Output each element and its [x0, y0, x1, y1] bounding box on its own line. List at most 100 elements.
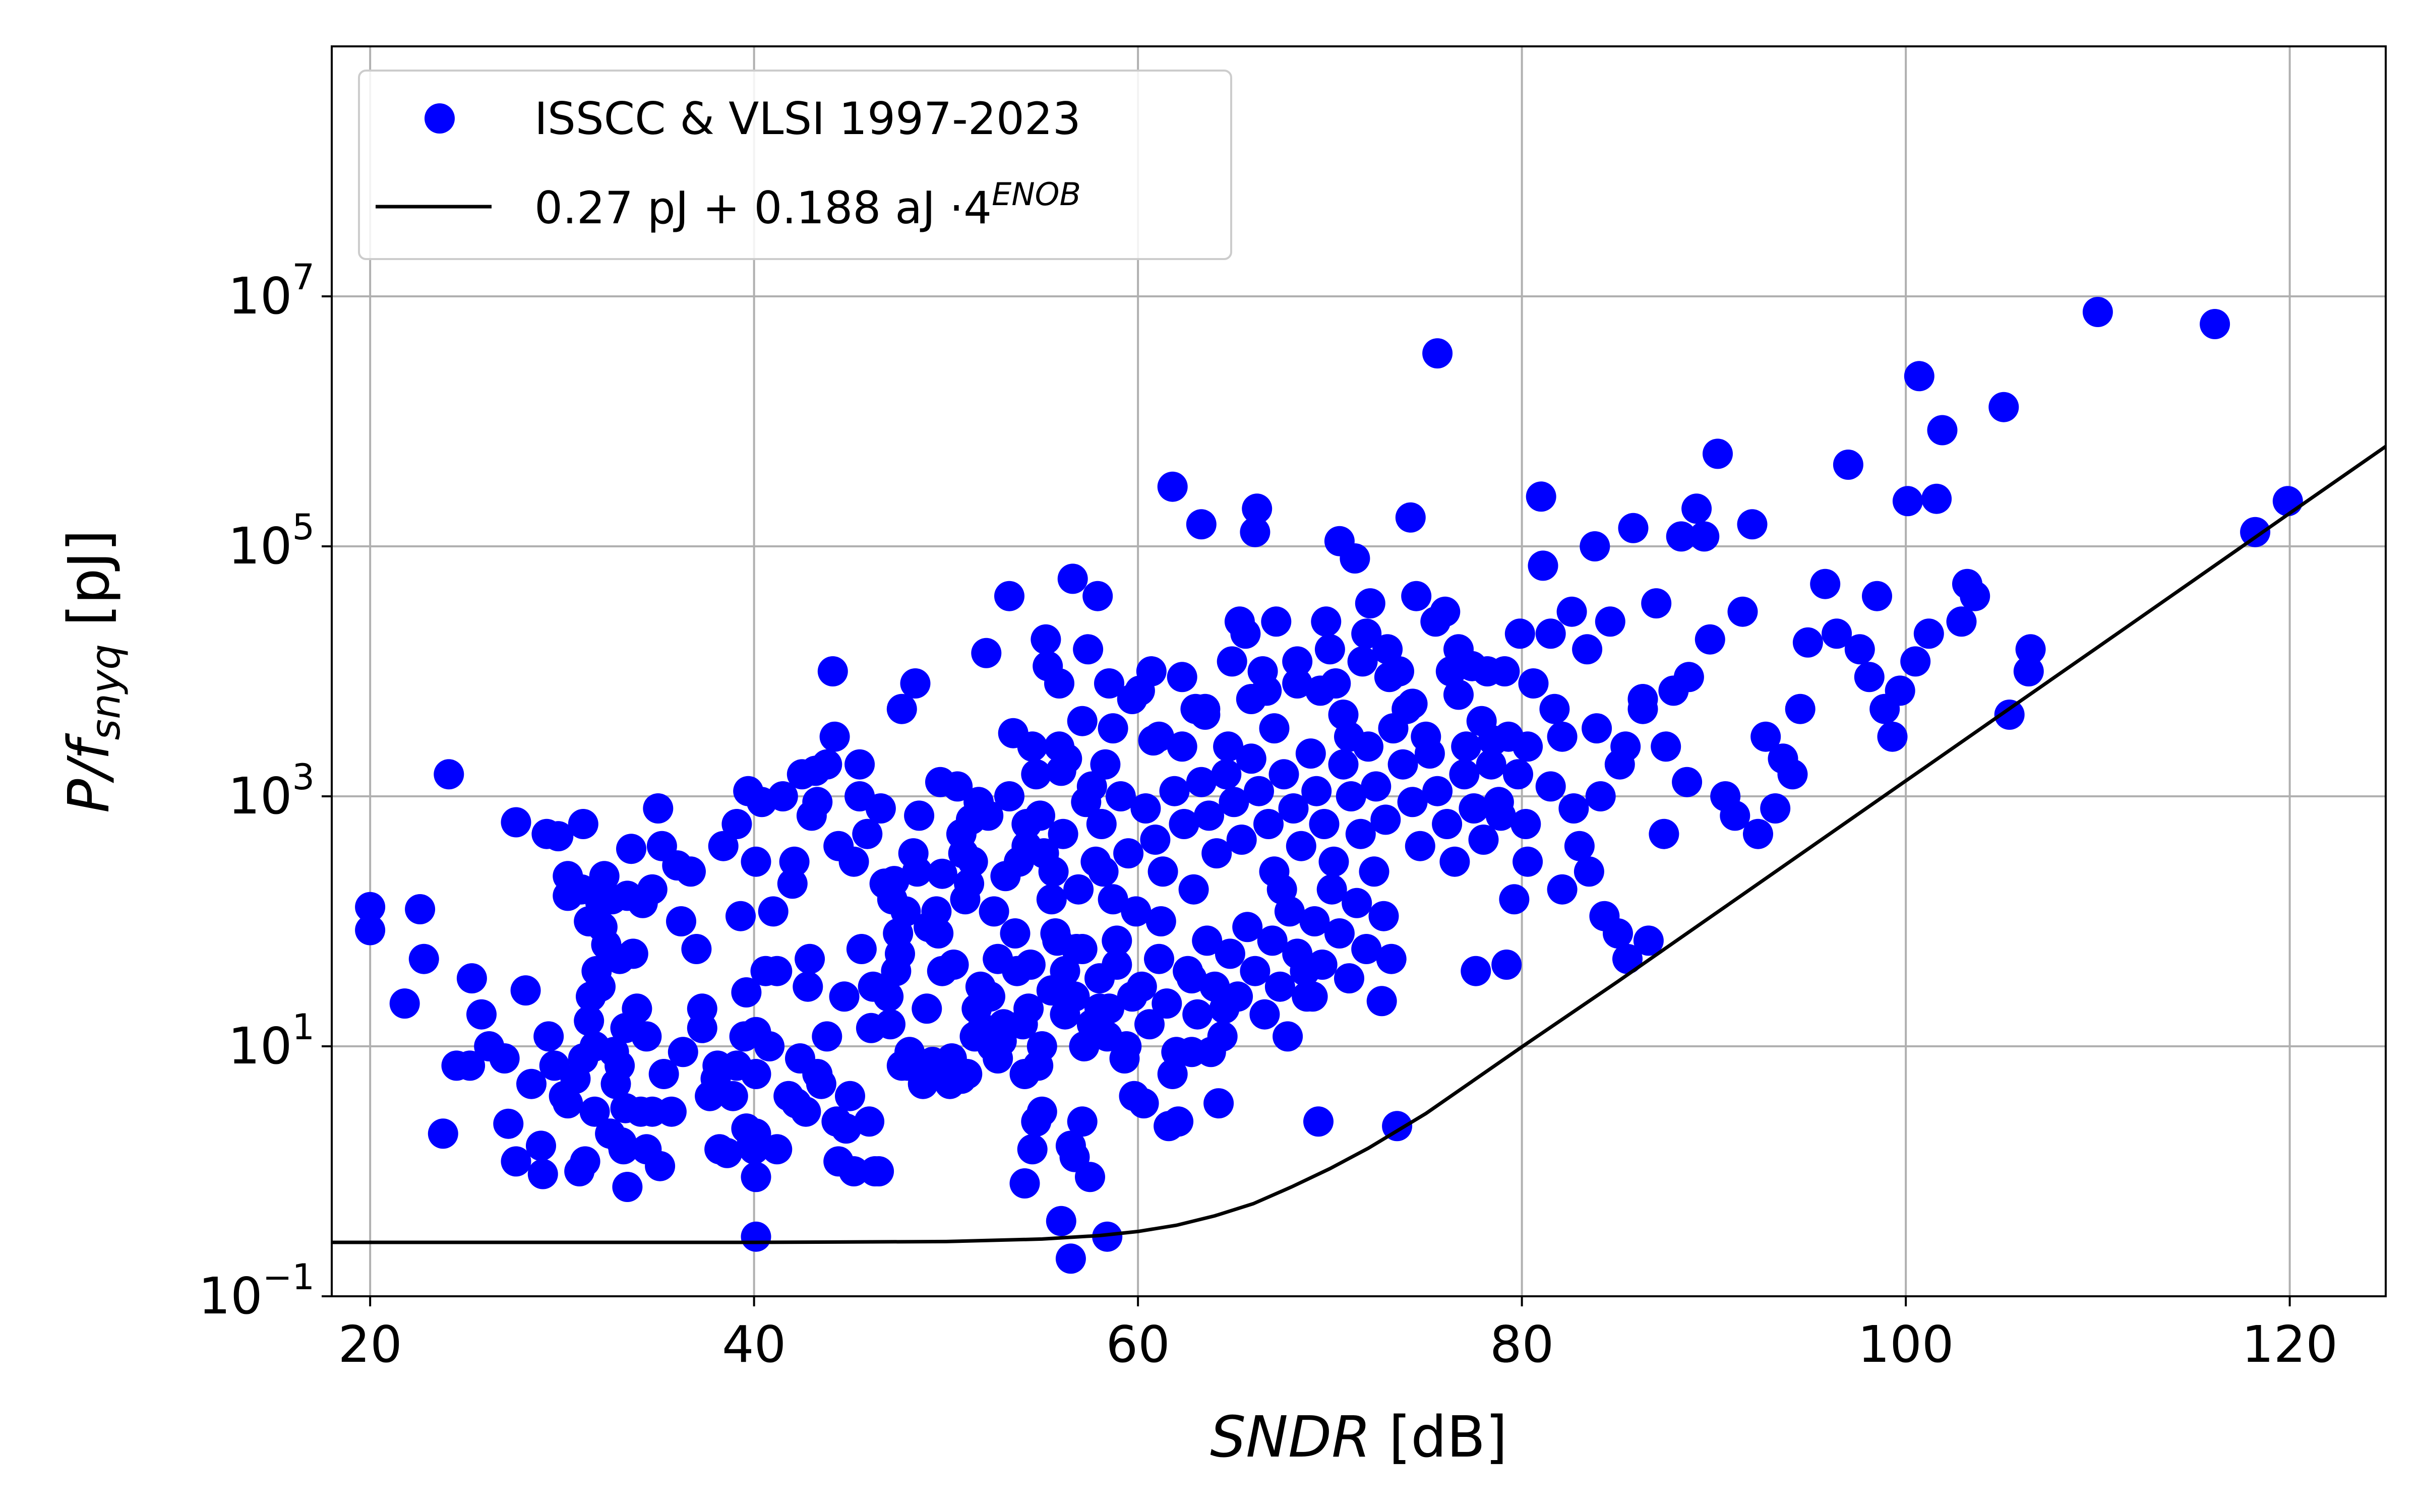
data-point — [1862, 581, 1892, 611]
data-point — [1073, 634, 1104, 665]
data-point — [900, 668, 931, 699]
data-point — [1163, 1106, 1194, 1137]
data-point — [1169, 809, 1199, 839]
data-point — [579, 1096, 610, 1127]
data-point — [1305, 675, 1336, 706]
data-point — [767, 781, 798, 811]
data-point — [886, 694, 917, 724]
data-point — [405, 894, 436, 924]
y-tick-label: 107 — [228, 257, 315, 326]
y-axis-ticks: 10−1 101 103 105 107 — [199, 257, 332, 1326]
data-point — [835, 1081, 865, 1111]
data-point — [1900, 646, 1931, 677]
data-point — [1535, 771, 1566, 802]
data-point — [1080, 846, 1111, 877]
data-point — [1268, 759, 1299, 790]
data-point — [741, 1221, 771, 1252]
data-point — [990, 861, 1021, 892]
data-point — [1211, 759, 1242, 790]
data-point — [729, 1021, 760, 1052]
data-point — [1582, 713, 1612, 744]
data-point — [1535, 618, 1566, 649]
data-point — [1921, 483, 1952, 514]
data-point — [1046, 1206, 1076, 1236]
data-point — [1071, 787, 1102, 817]
data-point — [1094, 668, 1124, 699]
y-axis-label-var: P/f — [56, 733, 122, 813]
data-point — [712, 1138, 743, 1168]
data-point — [1113, 838, 1144, 869]
data-point — [1334, 963, 1364, 994]
data-point — [1946, 606, 1977, 637]
data-point — [1340, 543, 1370, 574]
data-point — [1282, 938, 1313, 969]
legend-box — [358, 70, 1232, 260]
data-point — [1301, 776, 1332, 806]
legend-line-label: 0.27 pJ + 0.188 aJ ·4ENOB — [534, 176, 1081, 234]
data-point — [812, 749, 842, 780]
data-point — [1504, 618, 1535, 649]
data-point — [1595, 606, 1625, 637]
data-point — [1314, 634, 1345, 665]
data-point — [1240, 956, 1270, 986]
data-point — [1378, 713, 1409, 744]
data-point — [1036, 884, 1067, 915]
data-point — [777, 868, 808, 899]
data-point — [1572, 634, 1603, 665]
data-point — [1361, 771, 1392, 802]
data-point — [1743, 818, 1773, 849]
x-tick-label: 40 — [722, 1315, 786, 1374]
data-point — [708, 831, 739, 861]
data-point — [1130, 793, 1161, 824]
data-point — [1147, 856, 1178, 887]
data-point — [1877, 721, 1908, 752]
data-point — [1336, 781, 1366, 811]
data-point — [1309, 809, 1340, 839]
data-point — [1261, 606, 1292, 637]
data-point — [875, 1009, 905, 1040]
data-point — [717, 1081, 748, 1111]
data-point — [1580, 531, 1610, 561]
data-point — [1236, 743, 1266, 774]
data-point — [1259, 856, 1290, 887]
data-point — [762, 956, 793, 986]
data-point — [1777, 759, 1808, 790]
data-point — [1618, 513, 1649, 543]
data-point — [948, 838, 979, 869]
data-point — [1604, 749, 1635, 780]
data-point — [1026, 1031, 1057, 1061]
x-axis-label-var: SNDR — [1210, 1405, 1371, 1470]
data-point — [1036, 975, 1067, 1006]
data-point — [1186, 767, 1217, 797]
data-point — [994, 581, 1024, 611]
data-point — [1526, 481, 1556, 512]
data-point — [1468, 825, 1499, 855]
data-point — [1422, 338, 1453, 369]
data-point — [1466, 706, 1497, 736]
data-point — [455, 1050, 486, 1081]
data-point — [1217, 646, 1247, 677]
data-point — [1002, 956, 1033, 986]
data-point — [666, 906, 696, 936]
data-point — [1633, 925, 1664, 956]
data-point — [754, 1031, 785, 1061]
data-point — [648, 1059, 679, 1089]
data-point — [1499, 884, 1530, 915]
data-point — [1689, 521, 1720, 552]
data-point — [702, 1050, 733, 1081]
data-point — [1374, 662, 1405, 692]
data-point — [681, 934, 712, 964]
y-axis-label: P/fsnyq [pJ] — [56, 530, 129, 813]
data-point — [1476, 749, 1506, 780]
data-point — [1420, 606, 1451, 637]
data-point — [489, 1043, 520, 1074]
data-point — [1885, 675, 1915, 706]
data-point — [971, 638, 1002, 668]
data-point — [1075, 1162, 1105, 1192]
data-point — [865, 793, 896, 824]
data-point — [1547, 721, 1578, 752]
y-tick-label: 105 — [228, 507, 315, 576]
data-point — [902, 856, 933, 887]
legend-points-label: ISSCC & VLSI 1997-2023 — [534, 93, 1081, 145]
data-point — [1059, 981, 1090, 1012]
